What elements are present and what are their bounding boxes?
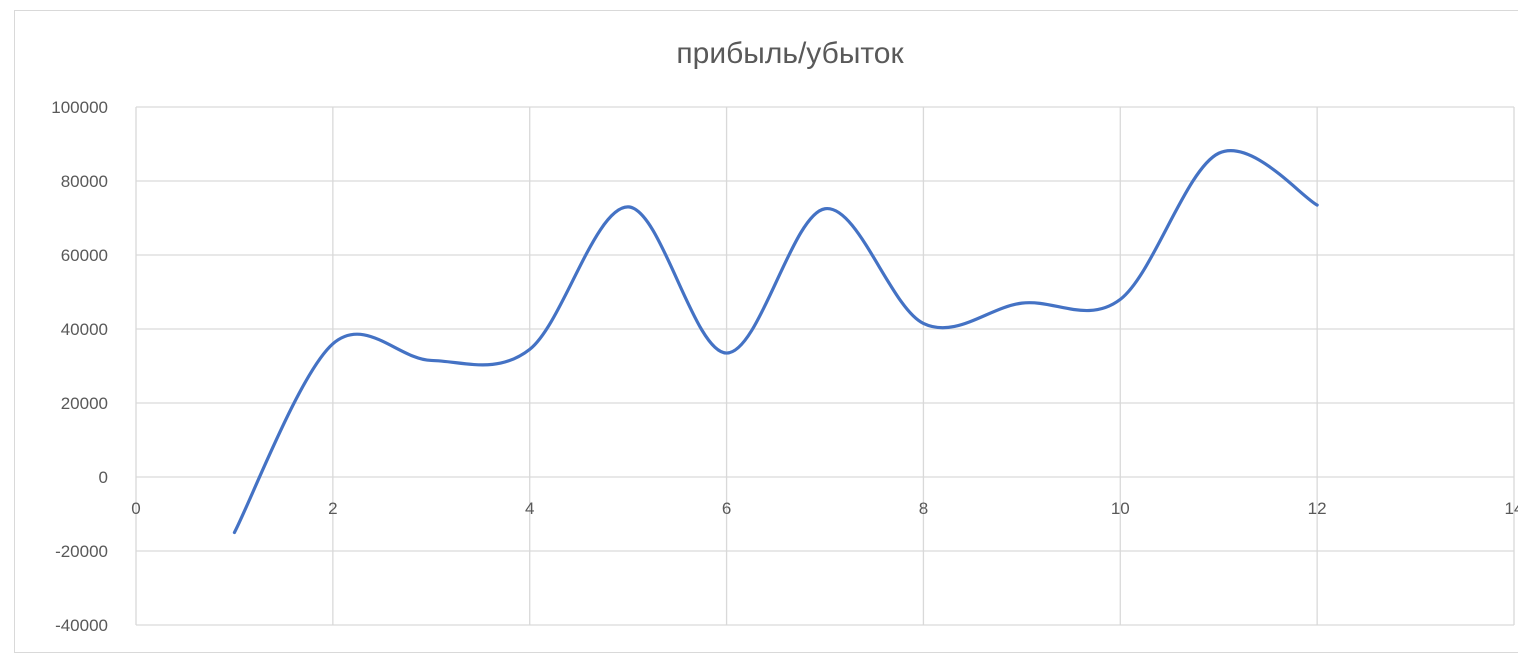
chart-frame bbox=[14, 10, 1518, 653]
x-tick-label: 6 bbox=[722, 499, 731, 518]
x-tick-label: 14 bbox=[1505, 499, 1518, 518]
y-tick-label: -40000 bbox=[55, 616, 108, 635]
y-tick-label: -20000 bbox=[55, 542, 108, 561]
y-tick-label: 60000 bbox=[61, 246, 108, 265]
x-tick-label: 2 bbox=[328, 499, 337, 518]
x-tick-label: 0 bbox=[131, 499, 140, 518]
x-tick-label: 10 bbox=[1111, 499, 1130, 518]
y-tick-label: 20000 bbox=[61, 394, 108, 413]
tick-labels: 100000 80000 60000 40000 20000 0 -20000 -40000 0… bbox=[51, 98, 1518, 635]
y-tick-label: 80000 bbox=[61, 172, 108, 191]
x-tick-label: 4 bbox=[525, 499, 534, 518]
y-tick-label: 0 bbox=[99, 468, 108, 487]
y-tick-label: 100000 bbox=[51, 98, 108, 117]
series-layer bbox=[232, 149, 1319, 535]
x-tick-label: 12 bbox=[1308, 499, 1327, 518]
x-tick-label: 8 bbox=[919, 499, 928, 518]
grid-lines bbox=[135, 106, 1515, 626]
y-tick-label: 40000 bbox=[61, 320, 108, 339]
chart-title: прибыль/убыток bbox=[676, 37, 904, 70]
series-line bbox=[232, 149, 1319, 535]
